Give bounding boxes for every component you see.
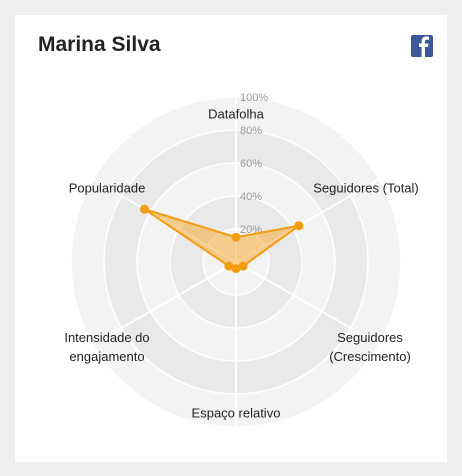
axis-label: Popularidade — [68, 180, 146, 196]
radar-point — [231, 264, 241, 274]
axis-label: Datafolha — [208, 106, 264, 122]
axis-line — [92, 178, 237, 263]
axis-line — [92, 261, 237, 346]
radar-point — [294, 221, 304, 231]
axis-label: Seguidores (Crescimento) — [329, 330, 411, 364]
axis-label: Intensidade do engajamento — [64, 330, 150, 364]
facebook-f — [419, 36, 429, 57]
radar-point — [224, 261, 234, 271]
radar-point — [231, 232, 241, 242]
y-tick-label: 60% — [240, 158, 262, 170]
facebook-icon[interactable] — [411, 35, 433, 57]
y-tick-label: 40% — [240, 191, 262, 203]
chart-title: Marina Silva — [38, 33, 161, 56]
axis-line — [235, 178, 380, 263]
y-tick-label: 80% — [240, 125, 262, 137]
y-tick-label: 100% — [240, 92, 268, 104]
axis-line — [235, 261, 380, 346]
radar-point — [140, 204, 150, 214]
axis-label: Seguidores (Total) — [313, 180, 419, 196]
radar-point — [238, 261, 248, 271]
axis-label: Espaço relativo — [191, 405, 281, 421]
